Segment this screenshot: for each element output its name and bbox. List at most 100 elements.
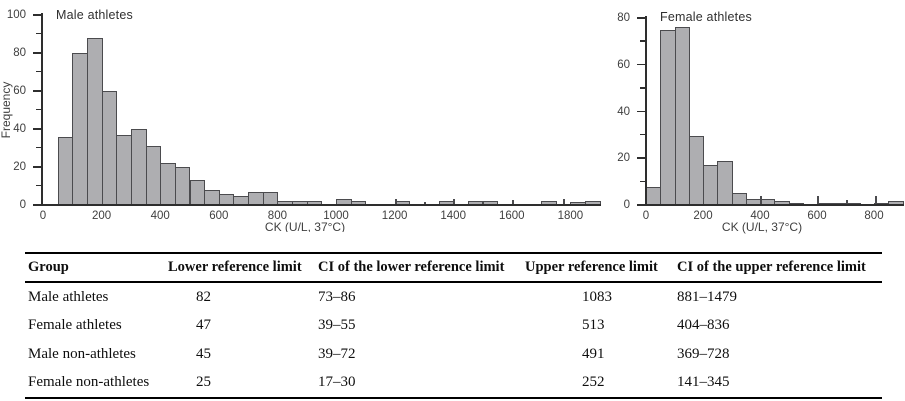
x-tick-label: 200	[92, 210, 112, 222]
singleton-bar	[760, 195, 762, 205]
y-tick-label: 100	[6, 9, 26, 21]
y-major-tick	[33, 90, 41, 92]
x-tick-label: 1800	[557, 210, 584, 222]
x-tick-label: 0	[642, 210, 650, 222]
table-cell-upper-limit: 513	[582, 317, 605, 334]
x-tick-label: 400	[150, 210, 170, 222]
y-minor-tick	[640, 180, 645, 183]
x-axis-label: CK (U/L, 37°C)	[721, 220, 803, 234]
y-axis	[41, 13, 43, 206]
y-major-tick	[637, 17, 645, 19]
x-tick-label: 800	[864, 210, 884, 222]
singleton-bar	[845, 200, 848, 205]
table-cell-ci-upper: 881–1479	[677, 288, 737, 305]
column-header-ci-lower: CI of the lower reference limit	[318, 259, 505, 275]
y-tick-label: 60	[617, 58, 630, 71]
table-row: Male non-athletes 45 39–72 491 369–728	[25, 340, 882, 369]
histogram-bar	[688, 136, 704, 206]
table-row: Male athletes 82 73–86 1083 881–1479	[25, 283, 882, 312]
x-axis	[645, 204, 904, 206]
y-minor-tick	[640, 87, 645, 89]
singleton-bar	[511, 200, 514, 205]
x-tick-label: 1600	[499, 210, 525, 222]
singleton-bar	[394, 199, 397, 205]
singleton-bar	[817, 195, 819, 205]
table-row: Female non-athletes 25 17–30 252 141–345	[25, 369, 882, 398]
table-cell-ci-lower: 73–86	[318, 288, 356, 305]
y-minor-tick	[36, 109, 41, 111]
x-axis-label: CK (U/L, 37°C)	[264, 220, 346, 232]
y-minor-tick	[36, 33, 41, 35]
table-cell-ci-upper: 369–728	[677, 345, 730, 362]
y-axis	[645, 16, 647, 206]
table-cell-group: Male athletes	[28, 288, 109, 305]
singleton-bar	[563, 199, 566, 205]
y-tick-label: 60	[13, 85, 26, 97]
histogram-bar	[717, 160, 733, 206]
y-major-tick	[637, 63, 645, 66]
table-cell-lower-limit: 25	[196, 374, 211, 391]
table-cell-ci-upper: 141–345	[677, 374, 730, 391]
chart-title: Male athletes	[56, 8, 133, 22]
table-cell-upper-limit: 252	[582, 374, 605, 391]
y-minor-tick	[36, 71, 41, 73]
histogram-bar	[674, 27, 690, 206]
y-minor-tick	[640, 40, 645, 42]
table-cell-lower-limit: 82	[196, 288, 211, 305]
singleton-bar	[875, 195, 878, 205]
x-tick-label: 400	[750, 210, 770, 222]
y-minor-tick	[36, 147, 41, 149]
x-tick-label: 800	[267, 210, 287, 222]
chart-title: Female athletes	[660, 10, 752, 24]
y-tick-label: 40	[617, 105, 630, 118]
y-tick-label: 0	[623, 199, 630, 211]
histogram-bar	[703, 165, 719, 206]
table-cell-group: Female non-athletes	[28, 374, 150, 391]
x-tick-label: 600	[807, 210, 827, 222]
table-cell-ci-upper: 404–836	[677, 317, 730, 334]
singleton-bar	[423, 202, 426, 205]
table-cell-ci-lower: 39–72	[318, 345, 356, 362]
y-major-tick	[637, 204, 645, 206]
y-minor-tick	[640, 133, 645, 136]
table-row: Female athletes 47 39–55 513 404–836	[25, 312, 882, 341]
x-tick-label: 600	[209, 210, 229, 222]
y-tick-label: 80	[13, 47, 26, 59]
column-header-upper-limit: Upper reference limit	[525, 259, 658, 275]
singleton-bar	[453, 199, 456, 205]
y-major-tick	[33, 52, 41, 54]
x-tick-label: 1200	[381, 210, 408, 222]
y-tick-label: 80	[617, 12, 630, 24]
male-athletes-histogram: Male athletes Frequency CK (U/L, 37°C) 0…	[0, 8, 601, 232]
x-tick-label: 1400	[440, 210, 466, 222]
x-tick-label: 1000	[323, 210, 349, 222]
histogram-bar	[660, 29, 676, 206]
female-athletes-histogram: Female athletes CK (U/L, 37°C) 0 20 40 60 80…	[617, 10, 904, 234]
y-minor-tick	[36, 185, 41, 187]
x-tick-label: 200	[693, 210, 713, 222]
table-cell-upper-limit: 1083	[582, 288, 612, 305]
y-tick-label: 20	[617, 152, 630, 165]
y-major-tick	[637, 110, 645, 113]
x-tick-label: 0	[39, 210, 47, 222]
table-cell-lower-limit: 47	[196, 317, 211, 334]
table-cell-ci-lower: 17–30	[318, 374, 356, 391]
table-cell-ci-lower: 39–55	[318, 317, 356, 334]
column-header-group: Group	[28, 259, 69, 275]
y-tick-label: 40	[13, 123, 26, 135]
y-major-tick	[637, 157, 645, 159]
reference-limits-table: Group Lower reference limit CI of the lo…	[25, 252, 882, 399]
y-tick-label: 20	[13, 161, 26, 173]
table-cell-upper-limit: 491	[582, 345, 605, 362]
table-header-row: Group Lower reference limit CI of the lo…	[25, 254, 882, 283]
table-cell-group: Female athletes	[28, 317, 122, 334]
y-major-tick	[33, 204, 41, 206]
table-cell-group: Male non-athletes	[28, 345, 136, 362]
column-header-lower-limit: Lower reference limit	[168, 259, 302, 275]
table-cell-lower-limit: 45	[196, 345, 211, 362]
y-major-tick	[33, 128, 41, 130]
column-header-ci-upper: CI of the upper reference limit	[677, 259, 866, 275]
y-tick-label: 0	[19, 199, 26, 211]
y-major-tick	[33, 166, 41, 168]
